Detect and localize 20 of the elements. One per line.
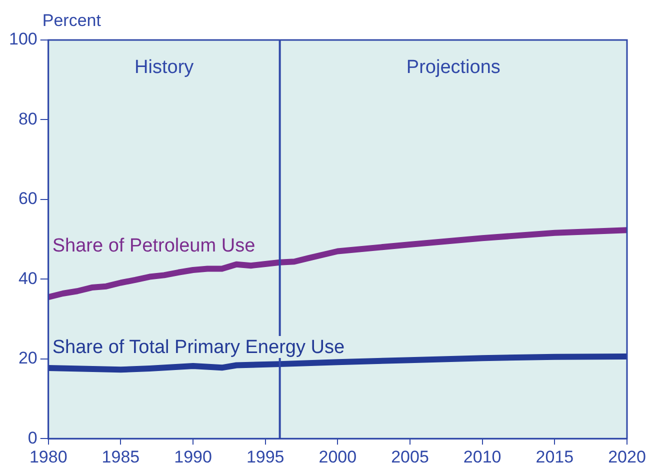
annotation: History bbox=[134, 57, 194, 78]
y-tick-label: 0 bbox=[28, 428, 38, 448]
y-tick-label: 100 bbox=[8, 30, 38, 49]
x-tick-label: 2020 bbox=[608, 447, 646, 466]
series-label: Share of Petroleum Use bbox=[52, 235, 256, 256]
x-tick-label: 1995 bbox=[246, 447, 284, 466]
x-tick-label: 1990 bbox=[174, 447, 212, 466]
x-tick-label: 2005 bbox=[391, 447, 429, 466]
y-tick-label: 40 bbox=[18, 268, 38, 288]
annotation: Projections bbox=[406, 57, 500, 78]
x-tick-label: 2000 bbox=[318, 447, 357, 466]
y-tick-label: 60 bbox=[18, 189, 38, 208]
x-tick-label: 1980 bbox=[29, 447, 68, 466]
series-label: Share of Total Primary Energy Use bbox=[52, 337, 345, 358]
x-tick-label: 2015 bbox=[536, 447, 574, 466]
y-axis-title: Percent bbox=[42, 11, 102, 30]
x-tick-label: 1985 bbox=[102, 447, 140, 466]
x-tick-label: 2010 bbox=[463, 447, 502, 466]
y-tick-label: 20 bbox=[18, 348, 38, 368]
y-tick-label: 80 bbox=[18, 109, 38, 128]
